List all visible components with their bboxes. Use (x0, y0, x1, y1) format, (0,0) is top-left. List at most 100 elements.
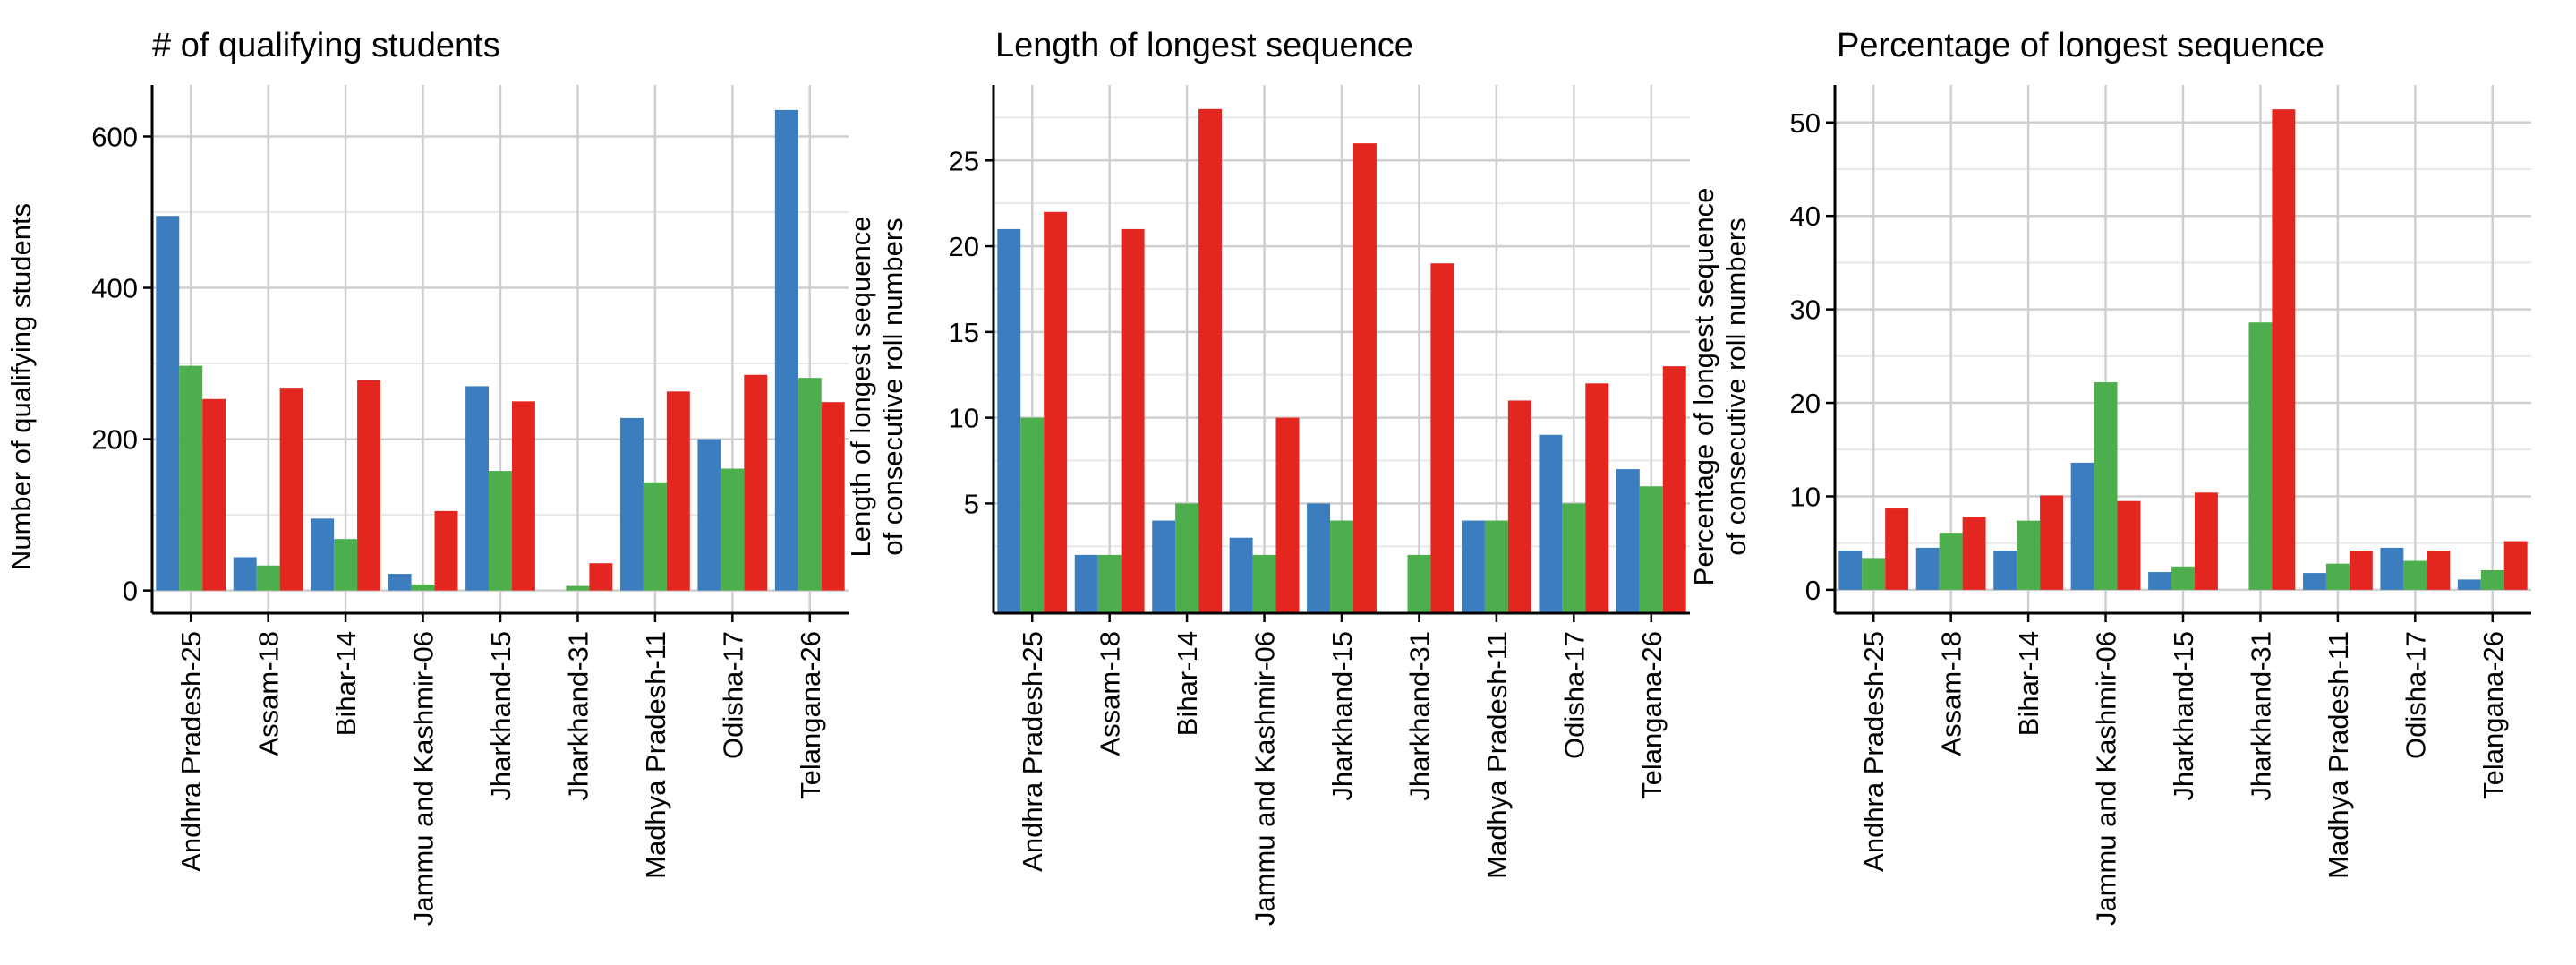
x-tick-label: Madhya Pradesh-11 (2323, 631, 2354, 879)
bar-series-3 (2272, 109, 2296, 590)
bar-series-2 (334, 539, 358, 591)
bar-series-3 (279, 388, 303, 591)
chart-panel-3: Percentage of longest sequence Percentag… (1683, 0, 2533, 965)
bar-series-2 (2325, 563, 2350, 590)
x-tick-label: Jammu and Kashmir-06 (2091, 631, 2122, 926)
y-tick-label: 30 (1790, 295, 1821, 326)
bar-series-2 (1562, 503, 1586, 613)
x-tick-label: Jharkhand-31 (2245, 631, 2276, 801)
bar-series-2 (2403, 560, 2427, 590)
bar-series-2 (1639, 486, 1663, 613)
x-tick-label: Andhra Pradesh-25 (1858, 631, 1889, 872)
chart-title: # of qualifying students (152, 27, 500, 64)
x-tick-label: Andhra Pradesh-25 (1017, 631, 1048, 872)
chart-title: Length of longest sequence (995, 27, 1413, 64)
bar-series-2 (411, 584, 435, 591)
bar-series-1 (619, 417, 644, 591)
bar-series-1 (233, 557, 257, 591)
bar-series-3 (1662, 366, 1686, 613)
bar-series-2 (2480, 569, 2504, 590)
x-tick-label: Bihar-14 (330, 631, 362, 736)
bar-series-1 (465, 386, 490, 591)
bar-series-3 (666, 391, 690, 591)
x-tick-label: Jammu and Kashmir-06 (1250, 631, 1281, 926)
bar-series-1 (156, 216, 180, 591)
bar-series-3 (1962, 517, 1986, 590)
bar-series-1 (1993, 551, 2017, 590)
x-tick-label: Madhya Pradesh-11 (640, 631, 671, 879)
bar-series-2 (643, 482, 667, 591)
bar-series-1 (997, 228, 1021, 613)
y-tick-label: 15 (949, 317, 979, 348)
bar-series-2 (1330, 520, 1353, 613)
bar-series-2 (1252, 554, 1276, 613)
bar-series-2 (1939, 533, 1963, 590)
x-tick-label: Jharkhand-15 (485, 631, 516, 801)
bar-series-2 (2171, 566, 2195, 590)
bar-series-3 (744, 374, 768, 591)
bar-series-3 (1507, 400, 1531, 613)
bar-series-1 (2070, 462, 2094, 590)
x-tick-label: Jammu and Kashmir-06 (408, 631, 439, 926)
bar-series-3 (2427, 551, 2451, 590)
bar-series-1 (1915, 547, 1940, 590)
bar-series-1 (1539, 434, 1563, 613)
bar-series-2 (2248, 322, 2273, 590)
bar-series-1 (2302, 573, 2326, 590)
bar-series-2 (798, 378, 822, 591)
bar-series-3 (1275, 417, 1300, 613)
x-tick-label: Telangana-26 (1636, 631, 1668, 799)
bar-series-3 (821, 402, 845, 591)
bar-series-3 (2194, 492, 2218, 590)
bar-series-1 (697, 439, 721, 591)
x-tick-label: Madhya Pradesh-11 (1481, 631, 1513, 879)
x-tick-label: Jharkhand-31 (1403, 631, 1435, 801)
bar-series-3 (1044, 211, 1068, 614)
bar-series-2 (1097, 554, 1122, 613)
bar-series-3 (434, 510, 458, 591)
bar-series-3 (1885, 508, 1909, 590)
bar-series-3 (589, 563, 613, 591)
bar-series-2 (2094, 382, 2118, 590)
bar-series-3 (1585, 383, 1609, 613)
bar-series-1 (1838, 551, 1863, 590)
chart-panel-1: # of qualifying students Number of quali… (0, 0, 850, 965)
y-tick-label: 400 (91, 273, 138, 304)
bar-series-1 (1307, 503, 1331, 613)
chart-1-svg: 5 10 15 20 25 Andhra Pradesh-25 Assam-18 Bihar-… (949, 85, 1690, 926)
bar-series-2 (179, 365, 203, 591)
chart-title: Percentage of longest sequence (1837, 27, 2325, 64)
bar-series-2 (721, 468, 745, 591)
x-tick-label: Bihar-14 (2013, 631, 2044, 736)
x-tick-label: Assam-18 (1095, 631, 1126, 756)
x-tick-label: Andhra Pradesh-25 (175, 631, 207, 872)
bar-series-3 (2503, 541, 2528, 590)
y-tick-label: 600 (91, 121, 138, 152)
x-tick-label: Assam-18 (253, 631, 285, 756)
bar-series-1 (2380, 547, 2404, 590)
x-tick-label: Jharkhand-31 (562, 631, 593, 801)
bar-series-2 (1020, 417, 1045, 613)
bar-series-1 (1229, 537, 1253, 613)
chart-0-svg: 0 200 400 600 Andhra Pradesh-25 Assam-18 Bihar… (91, 85, 849, 926)
bar-series-1 (2148, 572, 2172, 590)
x-tick-label: Odisha-17 (717, 631, 748, 759)
bar-series-3 (1198, 108, 1223, 614)
bar-series-3 (1352, 143, 1377, 613)
y-tick-label: 200 (91, 424, 138, 456)
bar-series-1 (1074, 554, 1098, 613)
bar-series-2 (489, 471, 512, 591)
x-tick-label: Assam-18 (1936, 631, 1967, 756)
y-tick-label: 20 (949, 231, 979, 262)
bar-series-1 (2457, 579, 2481, 590)
bar-series-2 (1407, 554, 1431, 613)
y-tick-label: 10 (1790, 481, 1821, 512)
bar-series-3 (2040, 495, 2064, 590)
bar-series-3 (2349, 551, 2373, 590)
y-tick-label: 0 (123, 576, 138, 607)
bar-series-1 (1152, 520, 1176, 613)
bar-series-3 (357, 380, 381, 591)
bar-series-1 (388, 574, 412, 591)
chart-panel-2: Length of longest sequence Length of lon… (841, 0, 1692, 965)
bar-series-1 (1461, 520, 1485, 613)
